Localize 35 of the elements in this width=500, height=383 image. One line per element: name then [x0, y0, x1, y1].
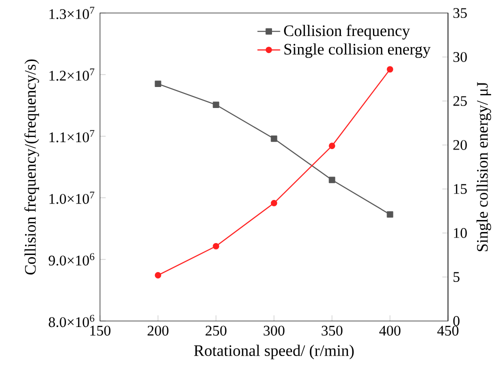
y-tick-label: 1.3×10$^{7}$ [50, 6, 94, 20]
y-tick-label: 9.0×10$^{6}$ [48, 253, 94, 266]
point [386, 66, 394, 73]
point [270, 135, 278, 142]
point [386, 211, 394, 218]
y-axis-title: Collision frequency/(frequency/s) [24, 60, 40, 275]
y2-tick-label: 0 [453, 316, 460, 326]
y2-tick-label: 25 [453, 96, 467, 106]
point [212, 242, 220, 250]
y2-tick-label: 20 [453, 140, 467, 150]
point [154, 80, 162, 88]
y-tick-label: 1.2×10$^{7}$ [50, 68, 94, 81]
point [328, 176, 336, 184]
x-tick-label: 350 [322, 326, 342, 336]
point [270, 200, 278, 206]
x-tick-label: 150 [90, 326, 110, 336]
y-tick-label: 1.0×10$^{7}$ [50, 192, 94, 204]
y2-tick-label: 35 [453, 8, 467, 18]
y2-tick-label: 30 [453, 52, 467, 62]
x-tick-label: 200 [148, 326, 168, 336]
x-tick-label: 300 [264, 326, 284, 336]
y-tick-label: 1.1×10$^{7}$ [50, 130, 94, 142]
y2-tick-label: 10 [454, 228, 467, 238]
x-tick-label: 250 [206, 326, 226, 336]
point [212, 102, 220, 108]
legend-label: Single collision energy [284, 43, 431, 58]
x-tick-label: 450 [437, 326, 458, 336]
y2-axis-title: Single collision energy/ μJ [476, 82, 492, 252]
legend-label: Collision frequency [284, 24, 410, 40]
point [154, 272, 162, 278]
x-tick-label: 400 [379, 326, 400, 336]
point [328, 142, 336, 150]
y2-tick-label: 15 [454, 184, 467, 194]
y2-tick-label: 5 [454, 272, 460, 282]
x-axis-title: Rotational speed/ (r/min) [194, 344, 354, 360]
